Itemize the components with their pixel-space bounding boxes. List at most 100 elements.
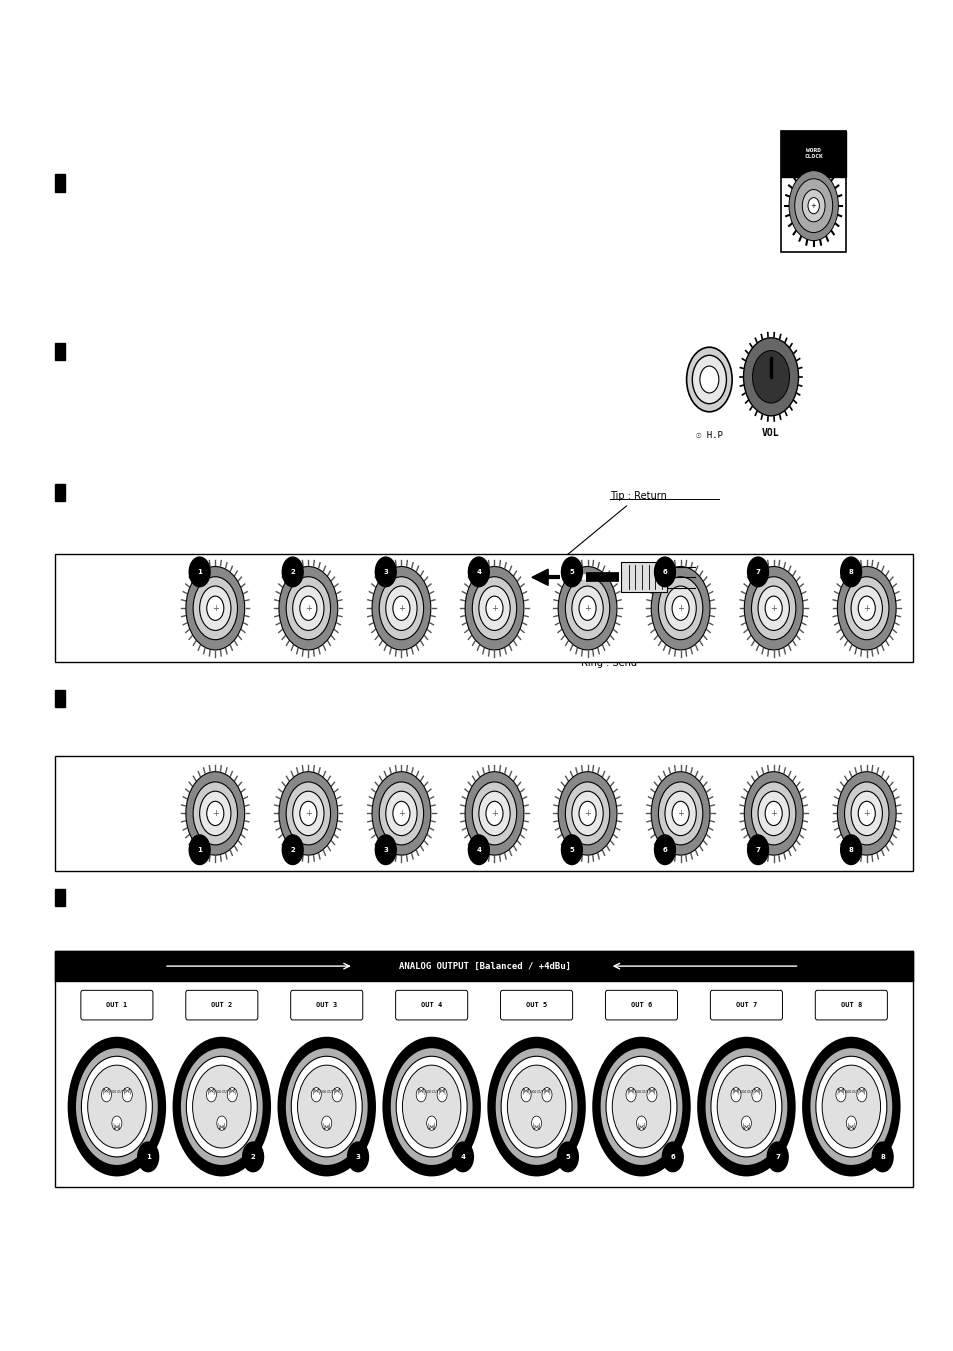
Circle shape (172, 1036, 271, 1177)
Circle shape (207, 596, 224, 620)
Circle shape (286, 782, 330, 844)
Text: +: + (862, 604, 869, 613)
Text: 2: 2 (251, 1154, 255, 1161)
Circle shape (840, 835, 861, 865)
Text: 6: 6 (670, 1154, 675, 1161)
Text: OUT 6: OUT 6 (630, 1002, 652, 1008)
Circle shape (565, 782, 609, 844)
Circle shape (743, 771, 802, 855)
Circle shape (472, 577, 517, 640)
FancyBboxPatch shape (291, 990, 362, 1020)
Circle shape (520, 1088, 531, 1102)
Bar (55, 554, 912, 662)
Circle shape (654, 835, 675, 865)
Circle shape (710, 1056, 781, 1156)
Text: ANALOG
OUTPUT
+10dBV: ANALOG OUTPUT +10dBV (67, 805, 89, 823)
Circle shape (843, 577, 888, 640)
Circle shape (565, 577, 609, 640)
Circle shape (299, 596, 316, 620)
Text: 5: 5 (565, 1154, 570, 1161)
Circle shape (751, 577, 795, 640)
Bar (55, 951, 912, 1186)
Circle shape (81, 1056, 152, 1156)
Text: ANALOG OUTPUT [Balanced / +4dBu]: ANALOG OUTPUT [Balanced / +4dBu] (398, 962, 570, 970)
Circle shape (468, 835, 489, 865)
Bar (55, 951, 912, 981)
Circle shape (578, 801, 596, 825)
Circle shape (189, 557, 210, 586)
Circle shape (285, 1047, 368, 1166)
Circle shape (393, 596, 410, 620)
Circle shape (385, 792, 416, 836)
Text: 5: 5 (569, 569, 574, 576)
Text: 1: 1 (146, 1154, 151, 1161)
Circle shape (697, 1036, 795, 1177)
Text: +: + (862, 809, 869, 817)
Circle shape (821, 1065, 880, 1148)
Circle shape (465, 566, 523, 650)
Bar (55, 689, 66, 707)
Circle shape (651, 771, 709, 855)
Bar (55, 757, 912, 870)
Circle shape (742, 338, 798, 416)
Text: Tip : Return: Tip : Return (551, 492, 666, 567)
Circle shape (837, 771, 895, 855)
Circle shape (599, 1047, 682, 1166)
Text: OUT 2: OUT 2 (211, 1002, 233, 1008)
Circle shape (199, 586, 231, 631)
Circle shape (858, 596, 874, 620)
Bar (55, 889, 66, 907)
Circle shape (700, 366, 719, 393)
Text: +: + (212, 809, 218, 817)
Circle shape (227, 1088, 237, 1102)
Circle shape (625, 1088, 636, 1102)
Text: OUT 5: OUT 5 (525, 1002, 547, 1008)
Circle shape (646, 1088, 657, 1102)
Text: OUT 8: OUT 8 (840, 1002, 862, 1008)
FancyBboxPatch shape (605, 990, 677, 1020)
Circle shape (277, 1036, 375, 1177)
Circle shape (180, 1047, 263, 1166)
Circle shape (137, 1142, 158, 1171)
FancyBboxPatch shape (186, 990, 257, 1020)
Circle shape (636, 1116, 646, 1131)
Circle shape (375, 557, 395, 586)
Text: +: + (305, 604, 312, 613)
Circle shape (193, 1065, 251, 1148)
Circle shape (788, 170, 838, 240)
Circle shape (751, 1088, 761, 1102)
Text: 7: 7 (755, 847, 760, 852)
Circle shape (465, 771, 523, 855)
Circle shape (671, 596, 688, 620)
FancyBboxPatch shape (500, 990, 572, 1020)
Circle shape (840, 557, 861, 586)
Circle shape (845, 1116, 856, 1131)
Circle shape (193, 782, 237, 844)
Circle shape (856, 1088, 866, 1102)
Circle shape (671, 801, 688, 825)
Circle shape (193, 577, 237, 640)
Circle shape (571, 792, 602, 836)
Circle shape (758, 792, 788, 836)
Circle shape (558, 771, 617, 855)
Circle shape (507, 1065, 565, 1148)
Circle shape (858, 801, 874, 825)
Circle shape (571, 586, 602, 631)
Text: 4: 4 (476, 847, 481, 852)
Bar (55, 484, 66, 501)
Circle shape (561, 557, 581, 586)
Circle shape (809, 1047, 892, 1166)
Text: +: + (397, 809, 404, 817)
Text: 2: 2 (290, 569, 294, 576)
Circle shape (766, 1142, 787, 1171)
Circle shape (801, 1036, 900, 1177)
Bar (781, 131, 845, 251)
Circle shape (385, 586, 416, 631)
Circle shape (801, 189, 824, 222)
Circle shape (75, 1047, 158, 1166)
Text: 6: 6 (662, 847, 667, 852)
Text: 6: 6 (662, 569, 667, 576)
Circle shape (199, 792, 231, 836)
Circle shape (730, 1088, 740, 1102)
Circle shape (416, 1088, 426, 1102)
